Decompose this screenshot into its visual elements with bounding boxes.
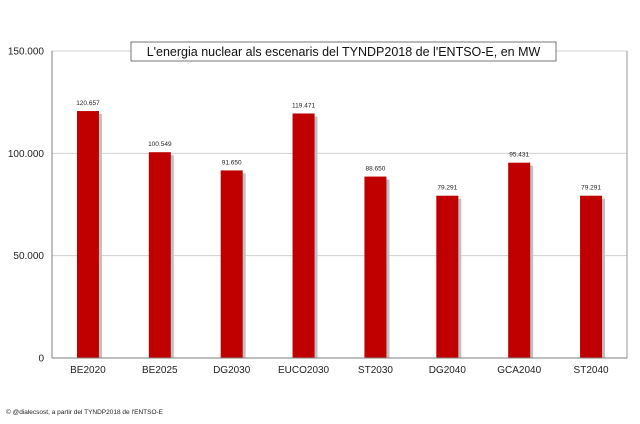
bars: 120.657 100.549 91.650 119.471 88.650 79.291 9… xyxy=(76,100,606,358)
bar xyxy=(148,152,171,358)
y-tick-label: 50.000 xyxy=(13,251,44,262)
x-tick-label: BE2025 xyxy=(142,365,178,376)
x-tick-label: ST2030 xyxy=(358,365,393,376)
x-tick-label: DG2040 xyxy=(429,365,467,376)
bar-value-label: 95.431 xyxy=(509,152,529,159)
bar-value-label: 79.291 xyxy=(437,185,457,192)
bar-value-label: 88.650 xyxy=(365,166,385,173)
x-tick-label: ST2040 xyxy=(574,365,609,376)
bar xyxy=(436,195,459,358)
bar xyxy=(580,195,603,358)
bar-value-label: 91.650 xyxy=(222,159,242,166)
y-axis-ticks: 0 50.000 100.000 150.000 xyxy=(8,47,45,365)
x-axis-categories: BE2020 BE2025 DG2030 EUCO2030 ST2030 DG2040 GC… xyxy=(70,365,609,376)
x-tick-label: EUCO2030 xyxy=(278,365,330,376)
bar-value-label: 119.471 xyxy=(292,102,315,109)
bar xyxy=(220,170,243,358)
bar-value-label: 79.291 xyxy=(581,185,601,192)
axes xyxy=(51,51,628,359)
bar-value-label: 120.657 xyxy=(76,100,100,107)
x-tick-label: DG2030 xyxy=(213,365,251,376)
bar-value-label: 100.549 xyxy=(148,141,172,148)
credit-text: © @dialecsost, a partir del TYNDP2018 de… xyxy=(6,409,164,416)
x-tick-label: BE2020 xyxy=(70,365,106,376)
grid-lines xyxy=(52,50,627,257)
chart-title: L'energia nuclear als escenaris del TYND… xyxy=(147,45,541,59)
bar xyxy=(508,162,531,358)
y-tick-label: 100.000 xyxy=(8,149,45,160)
x-tick-label: GCA2040 xyxy=(497,365,541,376)
bar xyxy=(292,113,315,358)
bar xyxy=(364,176,387,358)
chart-title-box: L'energia nuclear als escenaris del TYND… xyxy=(130,41,557,62)
bar xyxy=(76,111,99,358)
y-tick-label: 0 xyxy=(38,354,44,365)
y-tick-label: 150.000 xyxy=(8,47,45,58)
